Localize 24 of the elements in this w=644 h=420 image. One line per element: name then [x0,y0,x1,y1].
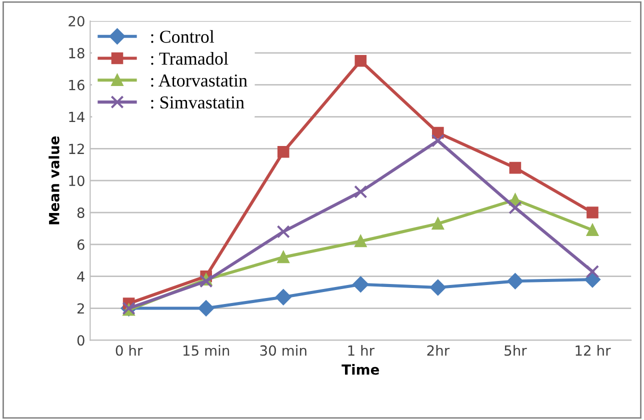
y-tick-label: 6 [77,239,84,250]
x-tick-label: 1 hr [348,345,375,356]
y-tick-label: 16 [69,80,84,90]
legend-label: : Atorvastatin [151,74,248,87]
legend-label: : Control [151,30,214,43]
y-tick-label: 18 [69,48,84,58]
y-tick-label: 0 [77,335,84,346]
x-tick-label: 5hr [504,345,527,356]
legend-label: : Simvastatin [151,96,244,109]
y-tick-label: 14 [69,112,85,122]
x-tick-label: 2hr [427,345,450,356]
x-tick-label: 30 min [260,345,306,356]
x-tick-label: 15 min [183,345,230,356]
legend-label: : Tramadol [151,52,228,65]
y-tick-label: 20 [68,16,84,26]
y-tick-label: 8 [77,207,84,218]
y-tick-label: 4 [77,272,85,282]
y-tick-label: 10 [69,176,84,186]
y-tick-label: 12 [69,144,84,154]
x-tick-label: 0 hr [116,345,143,356]
y-tick-label: 2 [77,303,84,314]
y-axis-title: Mean value [48,136,60,224]
x-axis-title: Time [342,364,380,375]
x-tick-label: 12 hr [576,345,611,356]
